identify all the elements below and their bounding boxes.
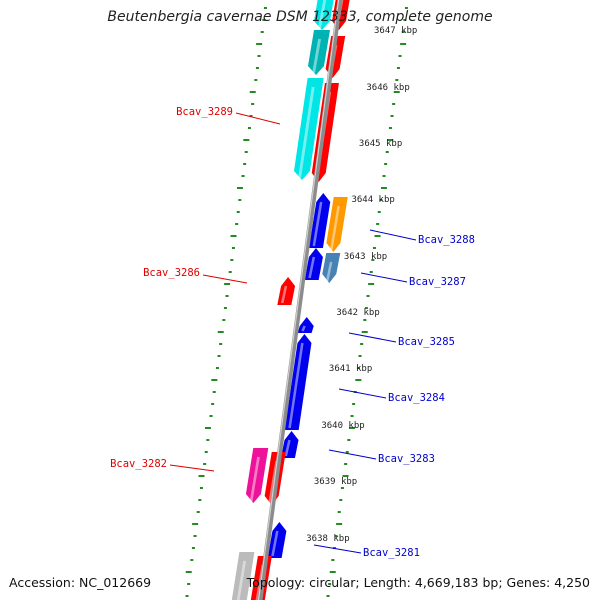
gene-blue-bcav3285	[297, 317, 314, 333]
gene-gray-bottom-body	[231, 552, 255, 600]
gene-blue-bcav3281-shine	[271, 530, 279, 557]
gene-blue-1-body	[308, 193, 331, 248]
gene-steel-bcav3287-shine	[325, 261, 333, 282]
gene-cyan-bcav3289	[294, 78, 324, 180]
map-title: Beutenbergia cavernae DSM 12333, complet…	[107, 9, 493, 25]
gene-blue-1	[308, 193, 331, 248]
gene-teal-1	[308, 30, 330, 75]
gene-blue-bcav3284	[284, 334, 312, 430]
gene-blue-bcav3285-shine	[301, 325, 306, 332]
gene-blue-bcav3281-body	[267, 522, 287, 558]
leader-line	[348, 332, 397, 343]
backbone-highlight	[257, 0, 340, 600]
kbp-tick-label: 3646 kbp	[366, 83, 409, 93]
gene-blue-2-body	[304, 248, 323, 280]
gene-blue-1-shine	[312, 201, 323, 247]
gene-label: Bcav_3287	[409, 276, 466, 288]
gene-blue-bcav3285-body	[297, 317, 314, 333]
gene-blue-bcav3281	[267, 522, 287, 558]
gene-cyan-top	[314, 0, 334, 30]
gene-label: Bcav_3283	[378, 453, 435, 465]
gene-label: Bcav_3282	[110, 458, 167, 470]
leader-line	[328, 449, 377, 460]
gene-label: Bcav_3281	[363, 547, 420, 559]
gene-cyan-top-shine	[318, 0, 327, 29]
kbp-tick-label: 3644 kbp	[351, 195, 394, 205]
gene-label: Bcav_3288	[418, 234, 475, 246]
gene-gray-bottom-shine	[236, 560, 246, 600]
backbone-layer	[257, 0, 343, 600]
gene-label: Bcav_3289	[176, 106, 233, 118]
gene-gray-bottom	[231, 552, 255, 600]
accession-text: Accession: NC_012669	[9, 575, 152, 590]
kbp-tick-label: 3639 kbp	[314, 477, 357, 487]
leader-line	[338, 388, 387, 399]
gene-orange-bcav3288-body	[326, 197, 348, 252]
gene-red-bcav3286-body	[277, 277, 296, 305]
gene-blue-bcav3283-body	[280, 431, 299, 458]
gene-blue-bcav3284-shine	[288, 342, 304, 429]
tick-layer: 3647 kbp 3646 kbp 3645 kbp 3644 kbp 3643 kbp…	[185, 7, 417, 597]
gene-label: Bcav_3285	[398, 336, 455, 348]
gene-blue-bcav3283-shine	[284, 439, 291, 457]
gene-cyan-top-body	[314, 0, 334, 30]
leader-line	[360, 272, 408, 283]
gene-red-bcav3286	[277, 277, 296, 305]
gene-blue-2	[304, 248, 323, 280]
gene-red-bcav3286-shine	[281, 285, 288, 304]
kbp-tick-label: 3643 kbp	[344, 252, 387, 262]
kbp-tick-label: 3647 kbp	[374, 26, 417, 36]
gene-blue-bcav3283	[280, 431, 299, 458]
genome-summary-text: Topology: circular; Length: 4,669,183 bp…	[246, 575, 590, 590]
gene-cyan-bcav3289-shine	[298, 86, 315, 179]
gene-blue-2-shine	[308, 256, 316, 279]
gene-orange-bcav3288	[326, 197, 348, 252]
gene-label: Bcav_3284	[388, 392, 445, 404]
kbp-tick-label: 3645 kbp	[359, 139, 402, 149]
gene-magenta-bcav3282-body	[245, 448, 269, 503]
gene-blue-bcav3284-body	[284, 334, 312, 430]
leader-line	[202, 274, 248, 284]
gene-label: Bcav_3286	[143, 267, 200, 279]
gene-steel-bcav3287-body	[322, 253, 341, 283]
gene-steel-bcav3287	[322, 253, 341, 283]
feature-layer	[231, 0, 350, 600]
kbp-tick-label: 3641 kbp	[329, 364, 372, 374]
gene-cyan-bcav3289-body	[294, 78, 324, 180]
gene-teal-1-shine	[312, 38, 322, 74]
leader-line	[313, 544, 362, 554]
label-layer: Bcav_3289 Bcav_3288 Bcav_3287 Bcav_3286 Bcav…	[110, 106, 475, 559]
kbp-tick-label: 3640 kbp	[321, 421, 364, 431]
kbp-tick-label: 3642 kbp	[336, 308, 379, 318]
leader-line	[235, 112, 281, 125]
gene-magenta-bcav3282	[245, 448, 269, 503]
backbone-line	[257, 0, 343, 600]
leader-line	[169, 464, 215, 472]
gene-orange-bcav3288-shine	[330, 205, 340, 251]
leader-line	[369, 229, 417, 241]
kbp-tick-label: 3638 kbp	[306, 534, 349, 544]
gene-magenta-bcav3282-shine	[249, 456, 260, 502]
gene-teal-1-body	[308, 30, 330, 75]
